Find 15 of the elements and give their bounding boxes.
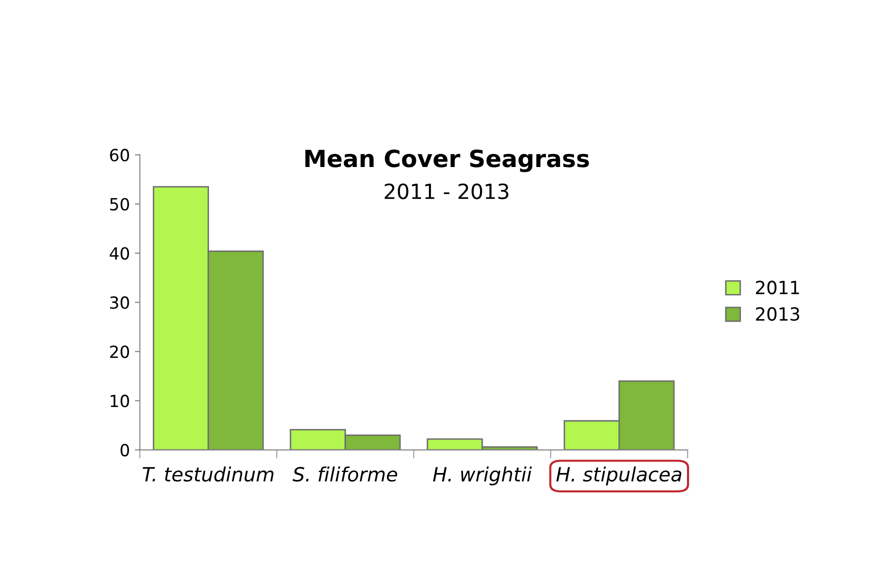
chart-title: Mean Cover Seagrass <box>305 150 589 172</box>
y-tick-label: 0 <box>120 444 129 456</box>
y-tick-label: 40 <box>110 247 129 260</box>
x-tick-label: T. testudinum <box>142 466 274 482</box>
legend-label: 2013 <box>756 307 800 321</box>
y-tick-label: 60 <box>110 148 129 162</box>
y-tick-label: 50 <box>110 198 129 211</box>
legend-label: 2011 <box>756 280 799 294</box>
text: 2011 - 2013 <box>384 183 508 200</box>
x-tick-label: S. filiforme <box>292 466 398 482</box>
x-tick-label: H. wrightii <box>433 466 532 486</box>
y-tick-label: 30 <box>110 296 129 309</box>
y-tick-label: 20 <box>110 345 129 358</box>
y-tick-label: 10 <box>110 394 129 408</box>
x-tick-label: H. stipulacea <box>556 466 682 486</box>
